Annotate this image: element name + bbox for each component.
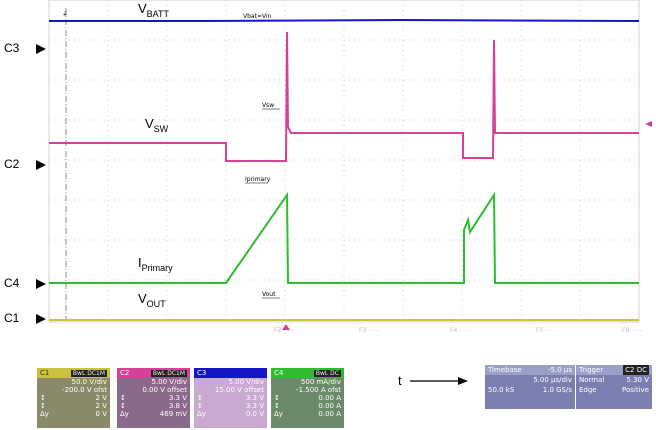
trigger-level-marker bbox=[645, 121, 652, 127]
arrow-right-icon bbox=[36, 44, 46, 54]
arrow-right-icon bbox=[458, 377, 468, 385]
label-vout: VOUT bbox=[138, 291, 166, 309]
trace-iprimary bbox=[49, 191, 639, 284]
svg-text:C3: C3 bbox=[4, 41, 20, 55]
svg-text:C1: C1 bbox=[4, 311, 20, 325]
annotation-vsw: Vsw bbox=[262, 102, 274, 109]
annotation-iprimary: Iprimary bbox=[245, 176, 271, 183]
arrow-right-icon bbox=[36, 279, 46, 289]
channel-box-c2[interactable]: C2 BwL DC1M 5.00 V/div 0.00 V offset ↕ 3.3… bbox=[117, 368, 190, 428]
arrow-right-icon bbox=[36, 314, 46, 324]
bottom-tick-label: F4 - - - bbox=[450, 327, 470, 334]
bottom-tick-label: F5 - - - bbox=[536, 327, 556, 334]
channel-box-c3[interactable]: C3 5.00 V/div 15.00 V offset ↕ 3.3 V ↕ 3.3… bbox=[194, 368, 267, 428]
trigger-box[interactable]: Trigger C2 DC Normal 5.30 V Edge Positive bbox=[576, 365, 652, 409]
bottom-tick-label: F2 - - - bbox=[274, 327, 294, 334]
annotation-vbat-vin: Vbat=Vin bbox=[243, 13, 272, 20]
bottom-tick-label: F6 - - - bbox=[622, 327, 642, 334]
label-vsw: VSW bbox=[145, 116, 169, 134]
marker-c1[interactable]: C1 bbox=[4, 311, 46, 325]
timebase-box[interactable]: Timebase -5.0 µs 5.00 µs/div 50.0 kS 1.0 G… bbox=[485, 365, 575, 409]
arrow-right-icon bbox=[36, 160, 46, 170]
trace-vbatt bbox=[49, 18, 640, 22]
trace-vsw bbox=[49, 31, 639, 162]
channel-box-c1[interactable]: C1 BwL DC1M 50.0 V/div -200.0 V ofst ↕ 2 V… bbox=[37, 368, 110, 428]
svg-text:C2: C2 bbox=[4, 157, 20, 171]
svg-text:C4: C4 bbox=[4, 276, 20, 290]
marker-c4[interactable]: C4 bbox=[4, 276, 46, 290]
annotation-vout: Vout bbox=[262, 291, 276, 298]
svg-text:⏚: ⏚ bbox=[62, 11, 68, 18]
trigger-time-marker bbox=[282, 324, 290, 330]
channel-box-c4[interactable]: C4 BwL DC 500 mA/div -1.500 A ofst ↕ 0.00 … bbox=[271, 368, 344, 428]
marker-c2[interactable]: C2 bbox=[4, 157, 46, 171]
ground-marker-c3: ⏚ bbox=[62, 11, 68, 18]
marker-c3[interactable]: C3 bbox=[4, 41, 46, 55]
bottom-tick-label: F3 - - - bbox=[359, 327, 379, 334]
bottom-tick-labels: F2 - - - F3 - - - F4 - - - F5 - - - F6 - - - bbox=[274, 327, 642, 334]
label-vbatt: VBATT bbox=[138, 1, 170, 19]
label-iprimary: IPrimary bbox=[138, 255, 173, 273]
t-label: t bbox=[398, 373, 402, 388]
